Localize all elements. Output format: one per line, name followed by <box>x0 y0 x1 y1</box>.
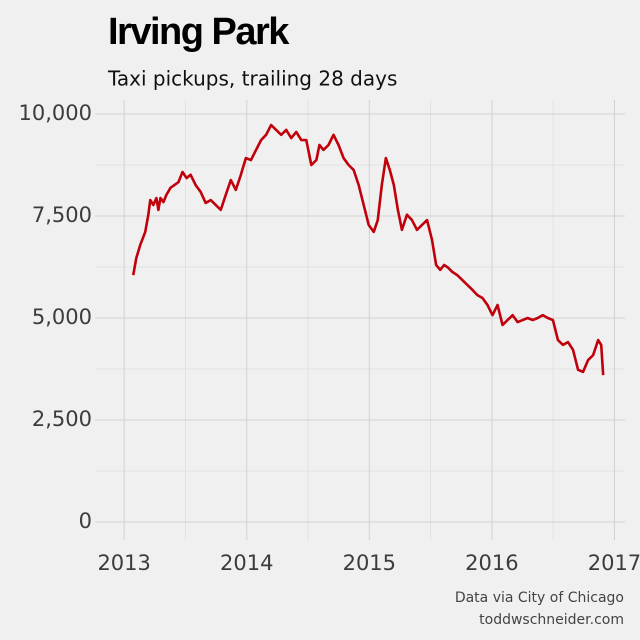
x-tick-label: 2016 <box>465 551 518 575</box>
grid <box>95 100 625 540</box>
source: Data via City of Chicago <box>455 590 624 606</box>
x-tick-label: 2013 <box>97 551 150 575</box>
y-tick-label: 5,000 <box>32 305 92 329</box>
y-tick-label: 2,500 <box>32 407 92 431</box>
chart-subtitle: Taxi pickups, trailing 28 days <box>107 67 397 91</box>
x-tick-label: 2017 <box>588 551 640 575</box>
y-tick-label: 7,500 <box>32 203 92 227</box>
x-tick-label: 2014 <box>220 551 273 575</box>
source: toddwschneider.com <box>479 612 624 628</box>
chart-title: Irving Park <box>108 11 290 53</box>
y-tick-label: 10,000 <box>19 101 92 125</box>
y-tick-label: 0 <box>79 509 92 533</box>
x-tick-label: 2015 <box>343 551 396 575</box>
line <box>131 123 605 376</box>
